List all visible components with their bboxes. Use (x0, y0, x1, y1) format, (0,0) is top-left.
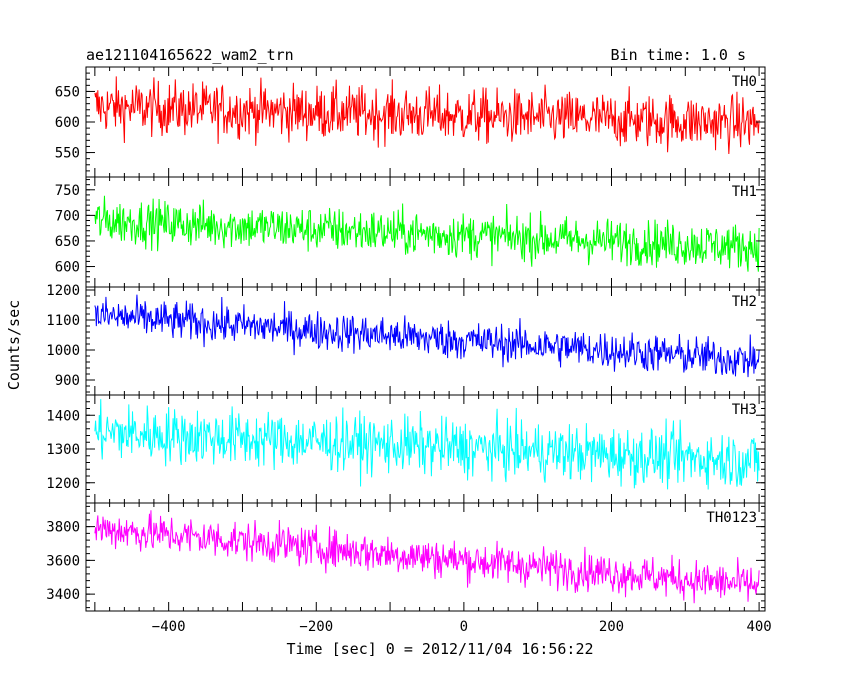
panel-th3: 1200 1300 1400 TH3 (46, 394, 766, 504)
y-tick-label: 1200 (46, 283, 80, 299)
series-line-th0 (94, 76, 760, 155)
bin-time-label: Bin time: 1.0 s (611, 46, 746, 64)
y-tick-label: 3600 (46, 553, 80, 569)
panel-th0123: 3400 3600 3800 TH0123 (46, 502, 766, 612)
y-tick-label: 3800 (46, 520, 80, 536)
series-line-th1 (94, 195, 760, 272)
series-line-th3 (94, 399, 760, 490)
panel-th2: 900 1000 1100 1200 TH2 (46, 283, 766, 396)
panels-group: 550 600 650 TH0 600 650 700 750 TH1 900 1000 1100 12… (46, 66, 766, 612)
panel-label-th1: TH1 (732, 184, 757, 200)
y-tick-label: 1100 (46, 313, 80, 329)
y-tick-label: 600 (55, 115, 80, 131)
y-tick-label: 3400 (46, 587, 80, 603)
y-tick-label: 700 (55, 208, 80, 224)
y-tick-label: 1000 (46, 343, 80, 359)
x-tick-label: 200 (599, 619, 624, 635)
panel-th1: 600 650 700 750 TH1 (55, 176, 766, 288)
y-tick-label: 1400 (46, 408, 80, 424)
x-tick-label: −200 (299, 619, 333, 635)
panel-label-th0: TH0 (732, 74, 757, 90)
y-axis-label: Counts/sec (5, 300, 23, 390)
panel-label-th0123: TH0123 (706, 510, 757, 526)
y-tick-label: 900 (55, 373, 80, 389)
panel-th0: 550 600 650 TH0 (55, 66, 766, 178)
y-tick-label: 650 (55, 84, 80, 100)
x-axis-ticks: −400 −200 0 200 400 (152, 619, 772, 635)
y-tick-label: 650 (55, 234, 80, 250)
y-tick-label: 550 (55, 146, 80, 162)
panel-label-th2: TH2 (732, 294, 757, 310)
x-tick-label: −400 (152, 619, 186, 635)
panel-frame (85, 502, 766, 612)
series-line-th2 (94, 294, 760, 378)
x-tick-label: 0 (460, 619, 468, 635)
x-axis-label: Time [sec] 0 = 2012/11/04 16:56:22 (286, 640, 593, 658)
y-tick-label: 750 (55, 183, 80, 199)
chart-title: ae121104165622_wam2_trn (86, 46, 294, 64)
panel-label-th3: TH3 (732, 402, 757, 418)
series-line-th0123 (94, 510, 760, 604)
y-tick-label: 1200 (46, 476, 80, 492)
x-tick-label: 400 (746, 619, 771, 635)
y-tick-label: 1300 (46, 442, 80, 458)
y-tick-label: 600 (55, 260, 80, 276)
